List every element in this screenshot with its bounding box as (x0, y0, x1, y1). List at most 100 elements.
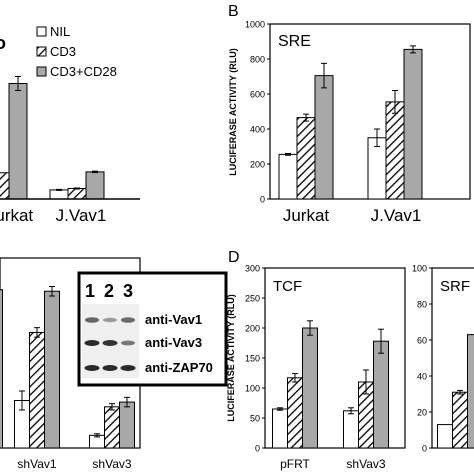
panel-a-tick-label: J.Vav1 (56, 206, 107, 225)
y-tick-label: 400 (250, 125, 265, 135)
panel-c-bars (0, 286, 135, 449)
error-bar (378, 328, 384, 354)
bar-cd3 (29, 331, 45, 449)
error-bar (410, 45, 416, 54)
panel-a-bars (0, 76, 105, 200)
bar-cd3 (287, 377, 303, 449)
bar-cd3-cd28 (467, 334, 474, 449)
panel-d-inset-title: TCF (273, 278, 302, 295)
legend-label-nil: NIL (50, 24, 70, 39)
bar-cd3-cd28 (373, 340, 389, 449)
panel-e: SRF 0 20 40 60 80 100 (412, 264, 474, 454)
bar-nil (437, 424, 453, 449)
error-bar (124, 396, 130, 408)
bar-cd3-cd28 (44, 290, 60, 449)
bar-nil (278, 153, 298, 200)
panel-b-inset-title: SRE (278, 33, 311, 50)
y-tick-label: 20 (417, 408, 427, 418)
bar-cd3-cd28 (314, 75, 334, 200)
panel-e-y-ticks: 0 20 40 60 80 100 (412, 264, 432, 454)
panel-e-bars (437, 334, 474, 449)
legend-label-cd3: CD3 (50, 44, 76, 59)
panel-a: Jurkat J.Vav1 o NIL CD3 CD3+CD28 (0, 24, 140, 225)
bar-nil (272, 408, 288, 449)
panel-d-tick-label: shVav3 (346, 457, 385, 471)
error-bar (307, 320, 313, 336)
blot-lane-number: 3 (123, 281, 133, 301)
western-blot-inset: 1 2 3 anti-Vav1 anti-Vav3 anti-ZAP70 (77, 271, 228, 387)
error-bar (15, 76, 21, 91)
error-bar (292, 373, 298, 383)
bar-cd3 (0, 172, 10, 200)
panel-a-legend: NIL CD3 CD3+CD28 (36, 24, 117, 79)
panel-a-letter-fragment: o (0, 33, 6, 53)
error-bar (392, 90, 398, 114)
error-bar (49, 286, 55, 297)
y-tick-label: 600 (250, 90, 265, 100)
y-tick-label: 800 (250, 55, 265, 65)
error-bar (303, 113, 309, 122)
error-bar (285, 153, 291, 156)
blot-label-zap70: anti-ZAP70 (145, 360, 213, 375)
error-bar (92, 170, 98, 174)
legend-swatch-cd3cd28 (36, 66, 47, 77)
y-tick-label: 100 (245, 384, 260, 394)
y-tick-label: 200 (250, 160, 265, 170)
blot-band-vav3-lane3 (121, 340, 135, 346)
bar-nil (49, 189, 69, 200)
bar-cd3 (104, 406, 120, 449)
blot-label-vav3: anti-Vav3 (145, 335, 202, 350)
panel-c: shVav1 shVav3 1 2 3 anti-Vav1 anti-Vav3 … (0, 257, 228, 471)
panel-b-tick-label: Jurkat (283, 206, 330, 225)
blot-band-zap70-lane2 (102, 365, 118, 371)
panel-b-tick-label: J.Vav1 (371, 206, 422, 225)
error-bar (457, 389, 463, 395)
bar-cd3 (296, 117, 316, 200)
blot-band-vav1-lane1 (85, 317, 99, 323)
y-tick-label: 80 (417, 300, 427, 310)
panel-e-inset-title: SRF (440, 278, 470, 295)
blot-lane-number: 1 (85, 281, 95, 301)
blot-band-zap70-lane3 (120, 365, 136, 371)
y-tick-label: 60 (417, 336, 427, 346)
blot-label-vav1: anti-Vav1 (145, 312, 202, 327)
y-tick-label: 200 (245, 324, 260, 334)
bar-cd3 (452, 391, 468, 449)
panel-c-tick-label: shVav1 (17, 457, 56, 471)
error-bar (109, 403, 115, 411)
bar-nil (343, 410, 359, 449)
panel-b: B SRE LUCIFERASE ACTIVITY (RLU) 0 200 400 6… (228, 3, 471, 225)
bar-cd3 (385, 101, 405, 200)
blot-band-vav1-lane3 (121, 317, 135, 323)
blot-band-vav3-lane2 (102, 340, 118, 346)
bar-cd3-cd28 (0, 289, 3, 449)
error-bar (19, 390, 25, 411)
error-bar (321, 62, 327, 89)
panel-d: D TCF LUCIFERASE ACTIVITY (RLU) 0 50 100 15… (226, 249, 406, 471)
panel-b-letter: B (228, 3, 239, 20)
error-bar (363, 369, 369, 395)
y-tick-label: 0 (260, 195, 265, 205)
bar-cd3 (67, 188, 87, 200)
panel-d-bars (272, 320, 389, 449)
blot-bands (84, 317, 136, 371)
legend-label-cd3cd28: CD3+CD28 (50, 64, 117, 79)
panel-d-y-axis-label: LUCIFERASE ACTIVITY (RLU) (226, 294, 236, 422)
y-tick-label: 0 (255, 444, 260, 454)
error-bar (74, 187, 80, 190)
panel-c-tick-label: shVav3 (92, 457, 131, 471)
bar-cd3-cd28 (8, 83, 28, 200)
panel-a-tick-label: Jurkat (0, 206, 33, 225)
bar-cd3-cd28 (119, 401, 135, 449)
error-bar (348, 407, 354, 415)
y-tick-label: 100 (412, 264, 427, 274)
y-tick-label: 150 (245, 354, 260, 364)
error-bar (94, 433, 100, 438)
error-bar (277, 407, 283, 411)
y-tick-label: 40 (417, 372, 427, 382)
y-tick-label: 300 (245, 264, 260, 274)
panel-d-letter: D (228, 249, 240, 266)
blot-lane-number: 2 (104, 281, 114, 301)
y-tick-label: 50 (250, 414, 260, 424)
panel-d-y-ticks: 0 50 100 150 200 250 300 (245, 264, 265, 454)
